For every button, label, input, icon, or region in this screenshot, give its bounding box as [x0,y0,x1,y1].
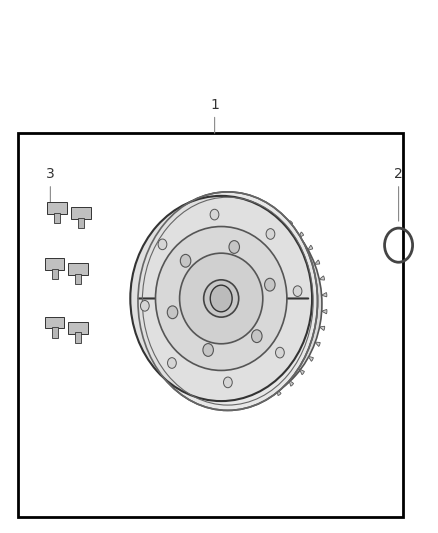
FancyBboxPatch shape [45,317,64,328]
Circle shape [293,286,302,296]
Circle shape [265,278,275,291]
Ellipse shape [155,227,287,370]
Wedge shape [276,212,280,218]
FancyBboxPatch shape [71,207,91,219]
Wedge shape [308,356,313,361]
Circle shape [276,348,284,358]
Circle shape [203,344,213,357]
Wedge shape [314,260,320,264]
Circle shape [141,301,149,311]
Ellipse shape [131,196,312,401]
Wedge shape [288,221,293,227]
FancyBboxPatch shape [47,202,67,214]
Circle shape [251,330,262,343]
FancyBboxPatch shape [52,269,58,279]
Ellipse shape [204,280,239,317]
Circle shape [210,209,219,220]
FancyBboxPatch shape [78,218,84,229]
Ellipse shape [142,203,322,405]
Wedge shape [307,245,313,251]
FancyBboxPatch shape [45,258,64,270]
FancyBboxPatch shape [54,213,60,223]
FancyBboxPatch shape [68,263,88,275]
Wedge shape [300,369,304,375]
Text: 3: 3 [46,167,55,181]
Circle shape [210,285,232,312]
Text: 1: 1 [210,98,219,112]
Wedge shape [277,389,281,395]
Circle shape [168,358,177,368]
FancyBboxPatch shape [75,274,81,285]
Circle shape [180,254,191,267]
FancyBboxPatch shape [52,327,58,338]
Text: 2: 2 [394,167,403,181]
Wedge shape [319,276,325,280]
Circle shape [167,306,178,319]
Wedge shape [321,310,327,314]
Circle shape [158,239,167,249]
Ellipse shape [180,253,263,344]
Wedge shape [299,232,304,238]
FancyBboxPatch shape [75,333,81,343]
Circle shape [223,377,232,387]
FancyBboxPatch shape [68,322,88,334]
Circle shape [229,240,240,253]
Wedge shape [289,380,293,386]
Wedge shape [315,342,320,346]
Circle shape [138,192,318,410]
Wedge shape [321,293,327,297]
Wedge shape [319,326,325,330]
Circle shape [266,229,275,239]
